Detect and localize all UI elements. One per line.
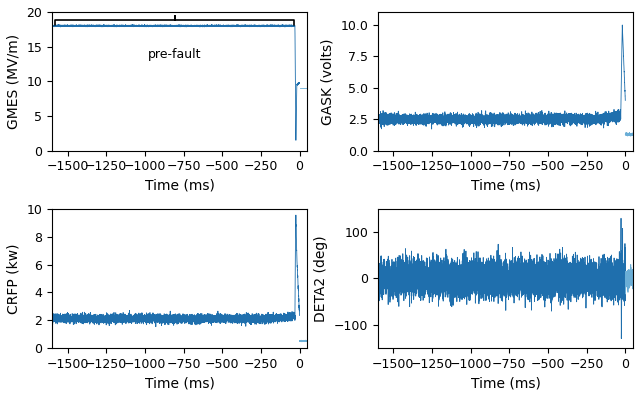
Y-axis label: CRFP (kw): CRFP (kw) [7, 243, 21, 314]
Text: pre-fault: pre-fault [148, 48, 202, 61]
X-axis label: Time (ms): Time (ms) [470, 179, 540, 193]
X-axis label: Time (ms): Time (ms) [145, 179, 214, 193]
X-axis label: Time (ms): Time (ms) [145, 376, 214, 390]
Y-axis label: GASK (volts): GASK (volts) [321, 38, 335, 125]
Y-axis label: DETA2 (deg): DETA2 (deg) [314, 235, 328, 322]
Y-axis label: GMES (MV/m): GMES (MV/m) [7, 34, 21, 129]
X-axis label: Time (ms): Time (ms) [470, 376, 540, 390]
